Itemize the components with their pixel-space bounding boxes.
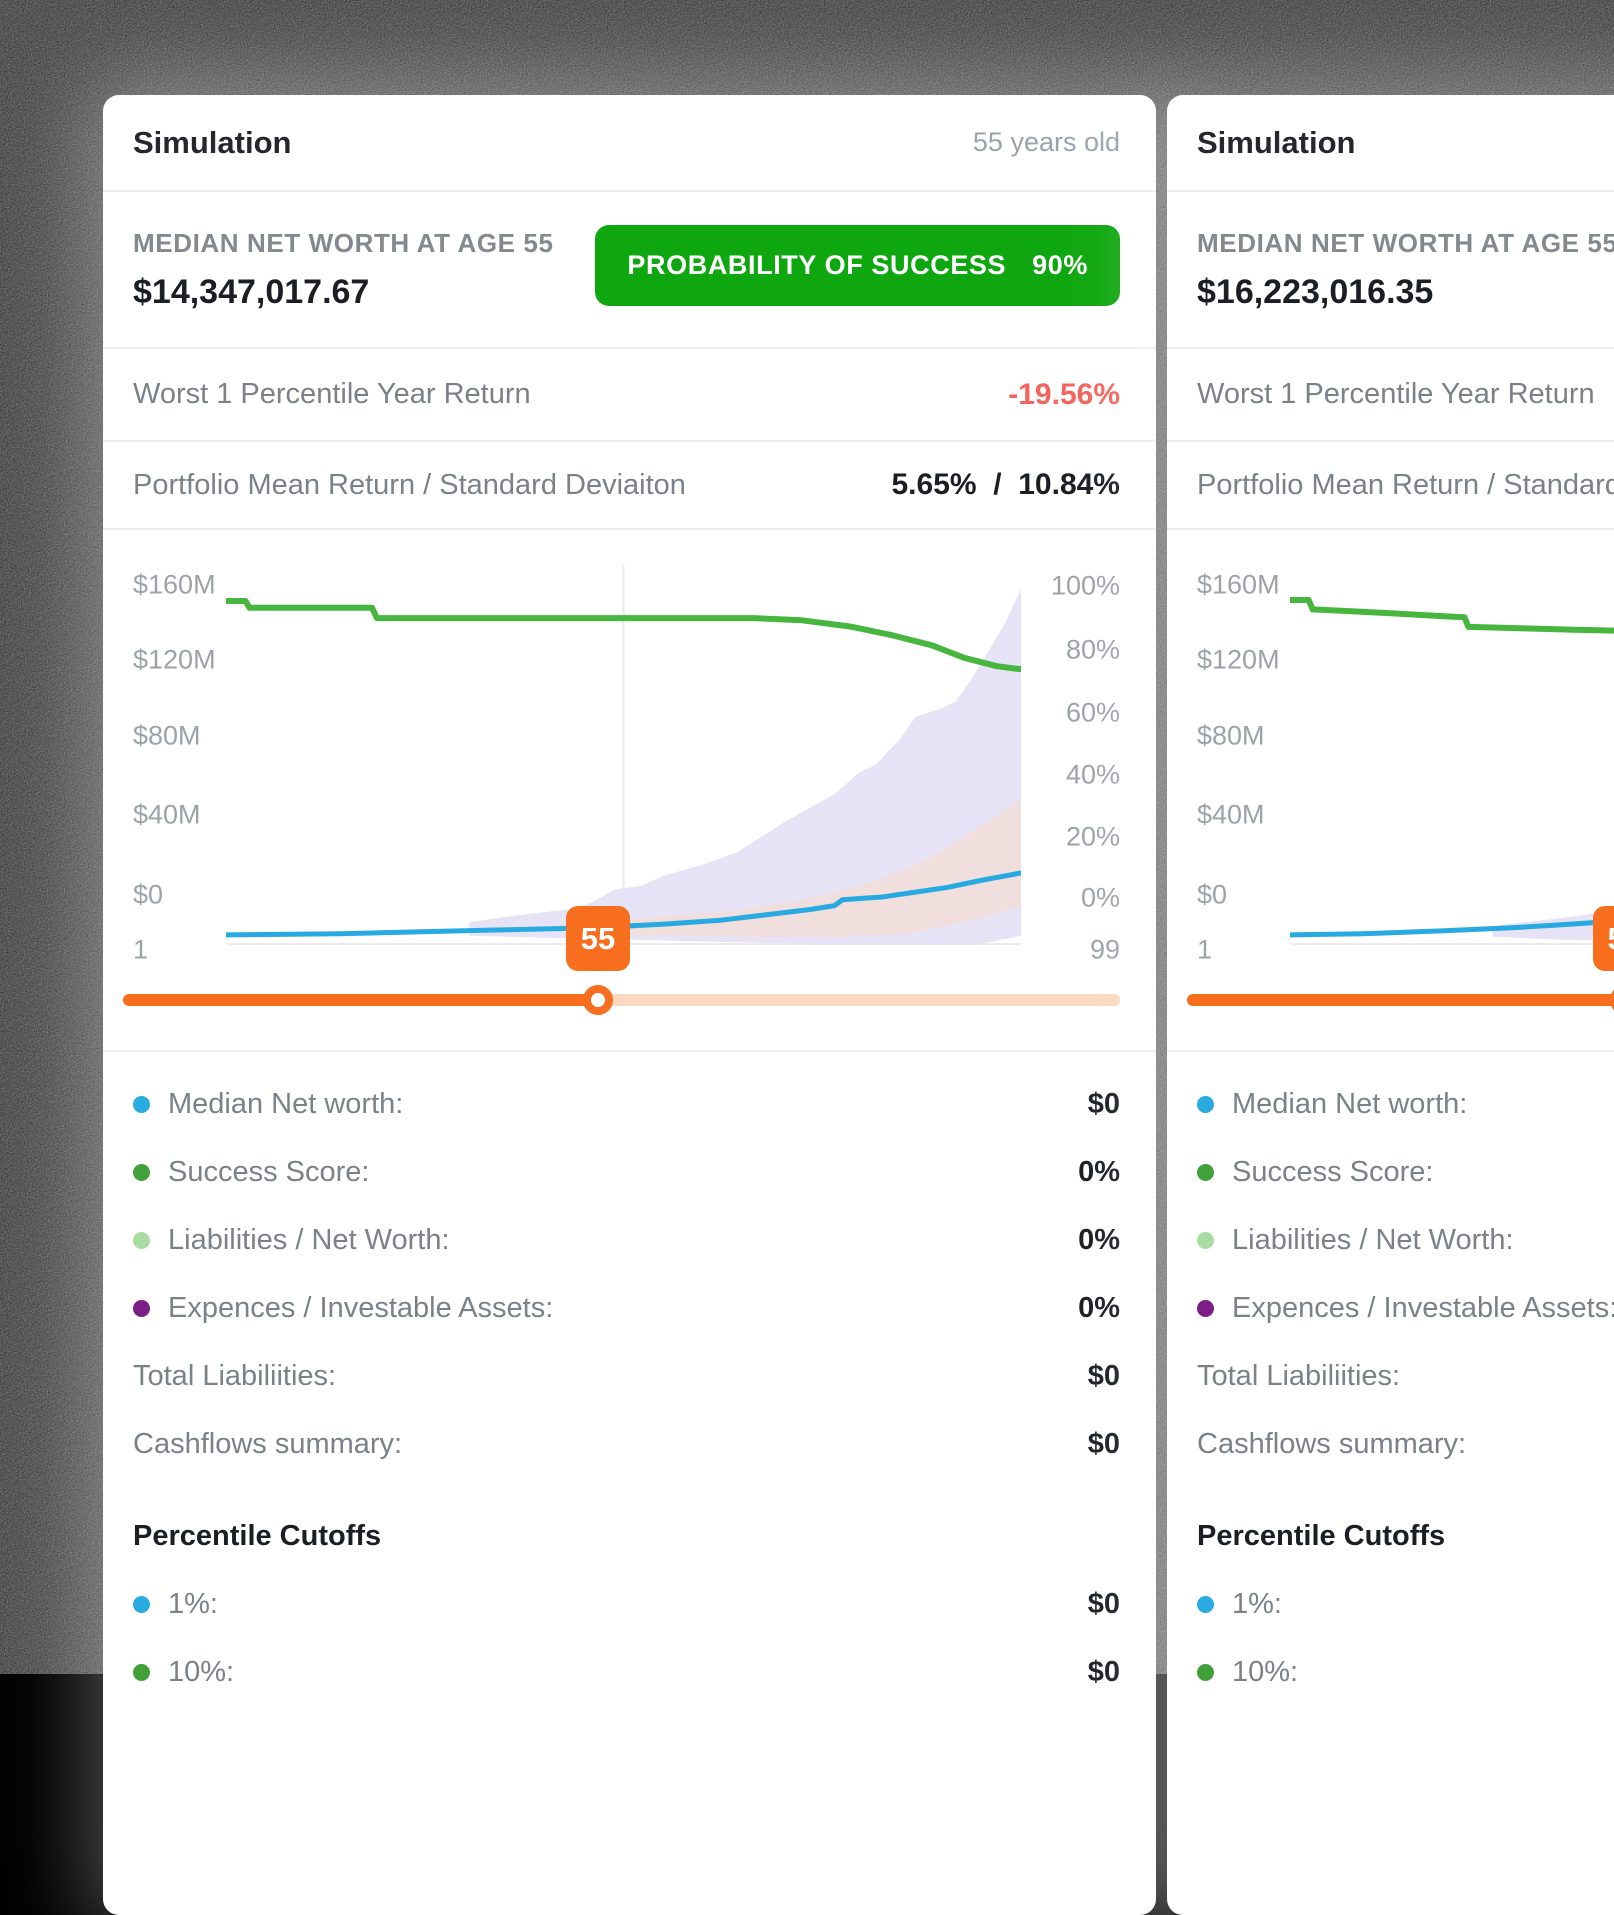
p1-dot-icon <box>133 1595 150 1613</box>
worst-percentile-row: Worst 1 Percentile Year Return -19.56% <box>103 349 1156 442</box>
legend-row-cashflows: Cashflows summary: <box>1197 1427 1467 1460</box>
median-net-worth-label: MEDIAN NET WORTH AT AGE 55 <box>1197 228 1614 258</box>
percentile-cutoffs-heading: Percentile Cutoffs <box>133 1519 382 1552</box>
age-label: 55 years old <box>972 127 1120 157</box>
badge-label: PROBABILITY OF SUCCESS <box>627 250 1007 280</box>
legend-row-median: Median Net worth: $0 <box>133 1070 1120 1138</box>
y-axis-pct-tick: 100% <box>1050 570 1120 601</box>
y-axis-money-tick: $80M <box>133 720 201 751</box>
liabilities-dot-icon <box>133 1231 150 1249</box>
median-net-worth-value: $16,223,016.35 <box>1197 273 1434 311</box>
portfolio-return-value: 5.65% / 10.84% <box>891 468 1121 501</box>
card-header: Simulation <box>1167 95 1614 192</box>
portfolio-return-label: Portfolio Mean Return / Standard Deviait… <box>1197 468 1614 501</box>
x-axis-end-tick: 99 <box>1089 934 1120 965</box>
simulation-card-left: Simulation 55 years old MEDIAN NET WORTH… <box>103 95 1156 1915</box>
legend-row-expences: Expences / Investable Assets: 0% <box>133 1274 1120 1342</box>
median-dot-icon <box>133 1095 150 1113</box>
worst-percentile-label: Worst 1 Percentile Year Return <box>133 378 531 410</box>
liabilities-dot-icon <box>1197 1231 1214 1249</box>
legend-row-expences: Expences / Investable Assets: <box>1197 1274 1614 1342</box>
page-title: Simulation <box>1197 124 1356 160</box>
portfolio-return-label: Portfolio Mean Return / Standard Deviait… <box>133 468 686 501</box>
simulation-card-right: Simulation MEDIAN NET WORTH AT AGE 55 $1… <box>1167 95 1614 1915</box>
net-worth-projection-plot <box>1290 597 1614 941</box>
legend-row-median: Median Net worth: <box>1197 1070 1614 1138</box>
chart-baseline <box>1290 943 1614 945</box>
percentile-row-1: 1%: <box>1197 1570 1614 1638</box>
net-worth-projection-plot <box>226 565 1021 945</box>
age-slider-handle[interactable] <box>583 985 614 1015</box>
y-axis-money-tick: $160M <box>1197 569 1280 600</box>
legend-list: Median Net worth: Success Score: Liabili… <box>1167 1052 1614 1478</box>
legend-row-liabilities: Liabilities / Net Worth: <box>1197 1206 1614 1274</box>
legend-row-total-liabilities: Total Liabiliities: $0 <box>133 1359 1120 1392</box>
simulation-chart: $160M $120M $80M $40M $0 1 100% 80% 60% … <box>1167 530 1614 1052</box>
legend-row-success: Success Score: 0% <box>133 1138 1120 1206</box>
median-dot-icon <box>1197 1095 1214 1113</box>
portfolio-return-row: Portfolio Mean Return / Standard Deviait… <box>1167 442 1614 530</box>
badge-value: 90% <box>1032 250 1088 280</box>
y-axis-pct-tick: 60% <box>1065 697 1120 728</box>
legend-row-total-liabilities: Total Liabiliities: <box>1197 1359 1401 1392</box>
percentile-row-10: 10%: <box>1197 1638 1614 1706</box>
page-title: Simulation <box>133 124 292 160</box>
median-net-worth-section: MEDIAN NET WORTH AT AGE 55 $16,223,016.3… <box>1167 192 1614 349</box>
y-axis-money-tick: $80M <box>1197 720 1265 751</box>
percentile-row-10: 10%: $0 <box>133 1638 1120 1706</box>
y-axis-money-tick: $120M <box>133 644 216 675</box>
y-axis-money-tick: $0 <box>1197 879 1228 910</box>
worst-percentile-row: Worst 1 Percentile Year Return <box>1167 349 1614 442</box>
y-axis-money-tick: $40M <box>1197 799 1265 830</box>
age-slider-handle[interactable] <box>1609 985 1614 1015</box>
legend-list: Median Net worth: $0 Success Score: 0% L… <box>103 1052 1156 1478</box>
portfolio-return-row: Portfolio Mean Return / Standard Deviait… <box>103 442 1156 530</box>
x-axis-start-tick: 1 <box>133 934 149 965</box>
expences-dot-icon <box>133 1299 150 1317</box>
x-axis-start-tick: 1 <box>1197 934 1213 965</box>
y-axis-money-tick: $40M <box>133 799 201 830</box>
y-axis-money-tick: $160M <box>133 569 216 600</box>
age-marker-tooltip: 55 <box>1592 906 1614 971</box>
percentile-cutoffs-section: Percentile Cutoffs 1%: 10%: <box>1167 1478 1614 1706</box>
y-axis-pct-tick: 80% <box>1065 634 1120 665</box>
p10-dot-icon <box>1197 1663 1214 1681</box>
age-marker-tooltip: 55 <box>566 906 631 971</box>
legend-row-success: Success Score: <box>1197 1138 1614 1206</box>
age-slider-fill <box>1187 994 1614 1006</box>
y-axis-pct-tick: 40% <box>1065 759 1120 790</box>
p1-dot-icon <box>1197 1595 1214 1613</box>
simulation-chart: $160M $120M $80M $40M $0 1 100% 80% 60% … <box>103 530 1156 1052</box>
percentile-row-1: 1%: $0 <box>133 1570 1120 1638</box>
median-net-worth-value: $14,347,017.67 <box>133 273 370 311</box>
percentile-cutoffs-heading: Percentile Cutoffs <box>1197 1519 1446 1552</box>
median-net-worth-label: MEDIAN NET WORTH AT AGE 55 <box>133 228 554 258</box>
probability-of-success-badge: PROBABILITY OF SUCCESS 90% <box>595 225 1120 306</box>
p10-dot-icon <box>133 1663 150 1681</box>
worst-percentile-value: -19.56% <box>1008 377 1120 411</box>
y-axis-money-tick: $120M <box>1197 644 1280 675</box>
success-dot-icon <box>1197 1163 1214 1181</box>
percentile-cutoffs-section: Percentile Cutoffs 1%: $0 10%: $0 <box>103 1478 1156 1706</box>
age-slider-fill <box>123 994 599 1006</box>
y-axis-pct-tick: 20% <box>1065 821 1120 852</box>
y-axis-pct-tick: 0% <box>1080 882 1120 913</box>
worst-percentile-label: Worst 1 Percentile Year Return <box>1197 378 1595 410</box>
median-net-worth-section: MEDIAN NET WORTH AT AGE 55 $14,347,017.6… <box>103 192 1156 349</box>
y-axis-money-tick: $0 <box>133 879 164 910</box>
success-dot-icon <box>133 1163 150 1181</box>
expences-dot-icon <box>1197 1299 1214 1317</box>
legend-row-liabilities: Liabilities / Net Worth: 0% <box>133 1206 1120 1274</box>
legend-row-cashflows: Cashflows summary: $0 <box>133 1427 1120 1460</box>
card-header: Simulation 55 years old <box>103 95 1156 192</box>
